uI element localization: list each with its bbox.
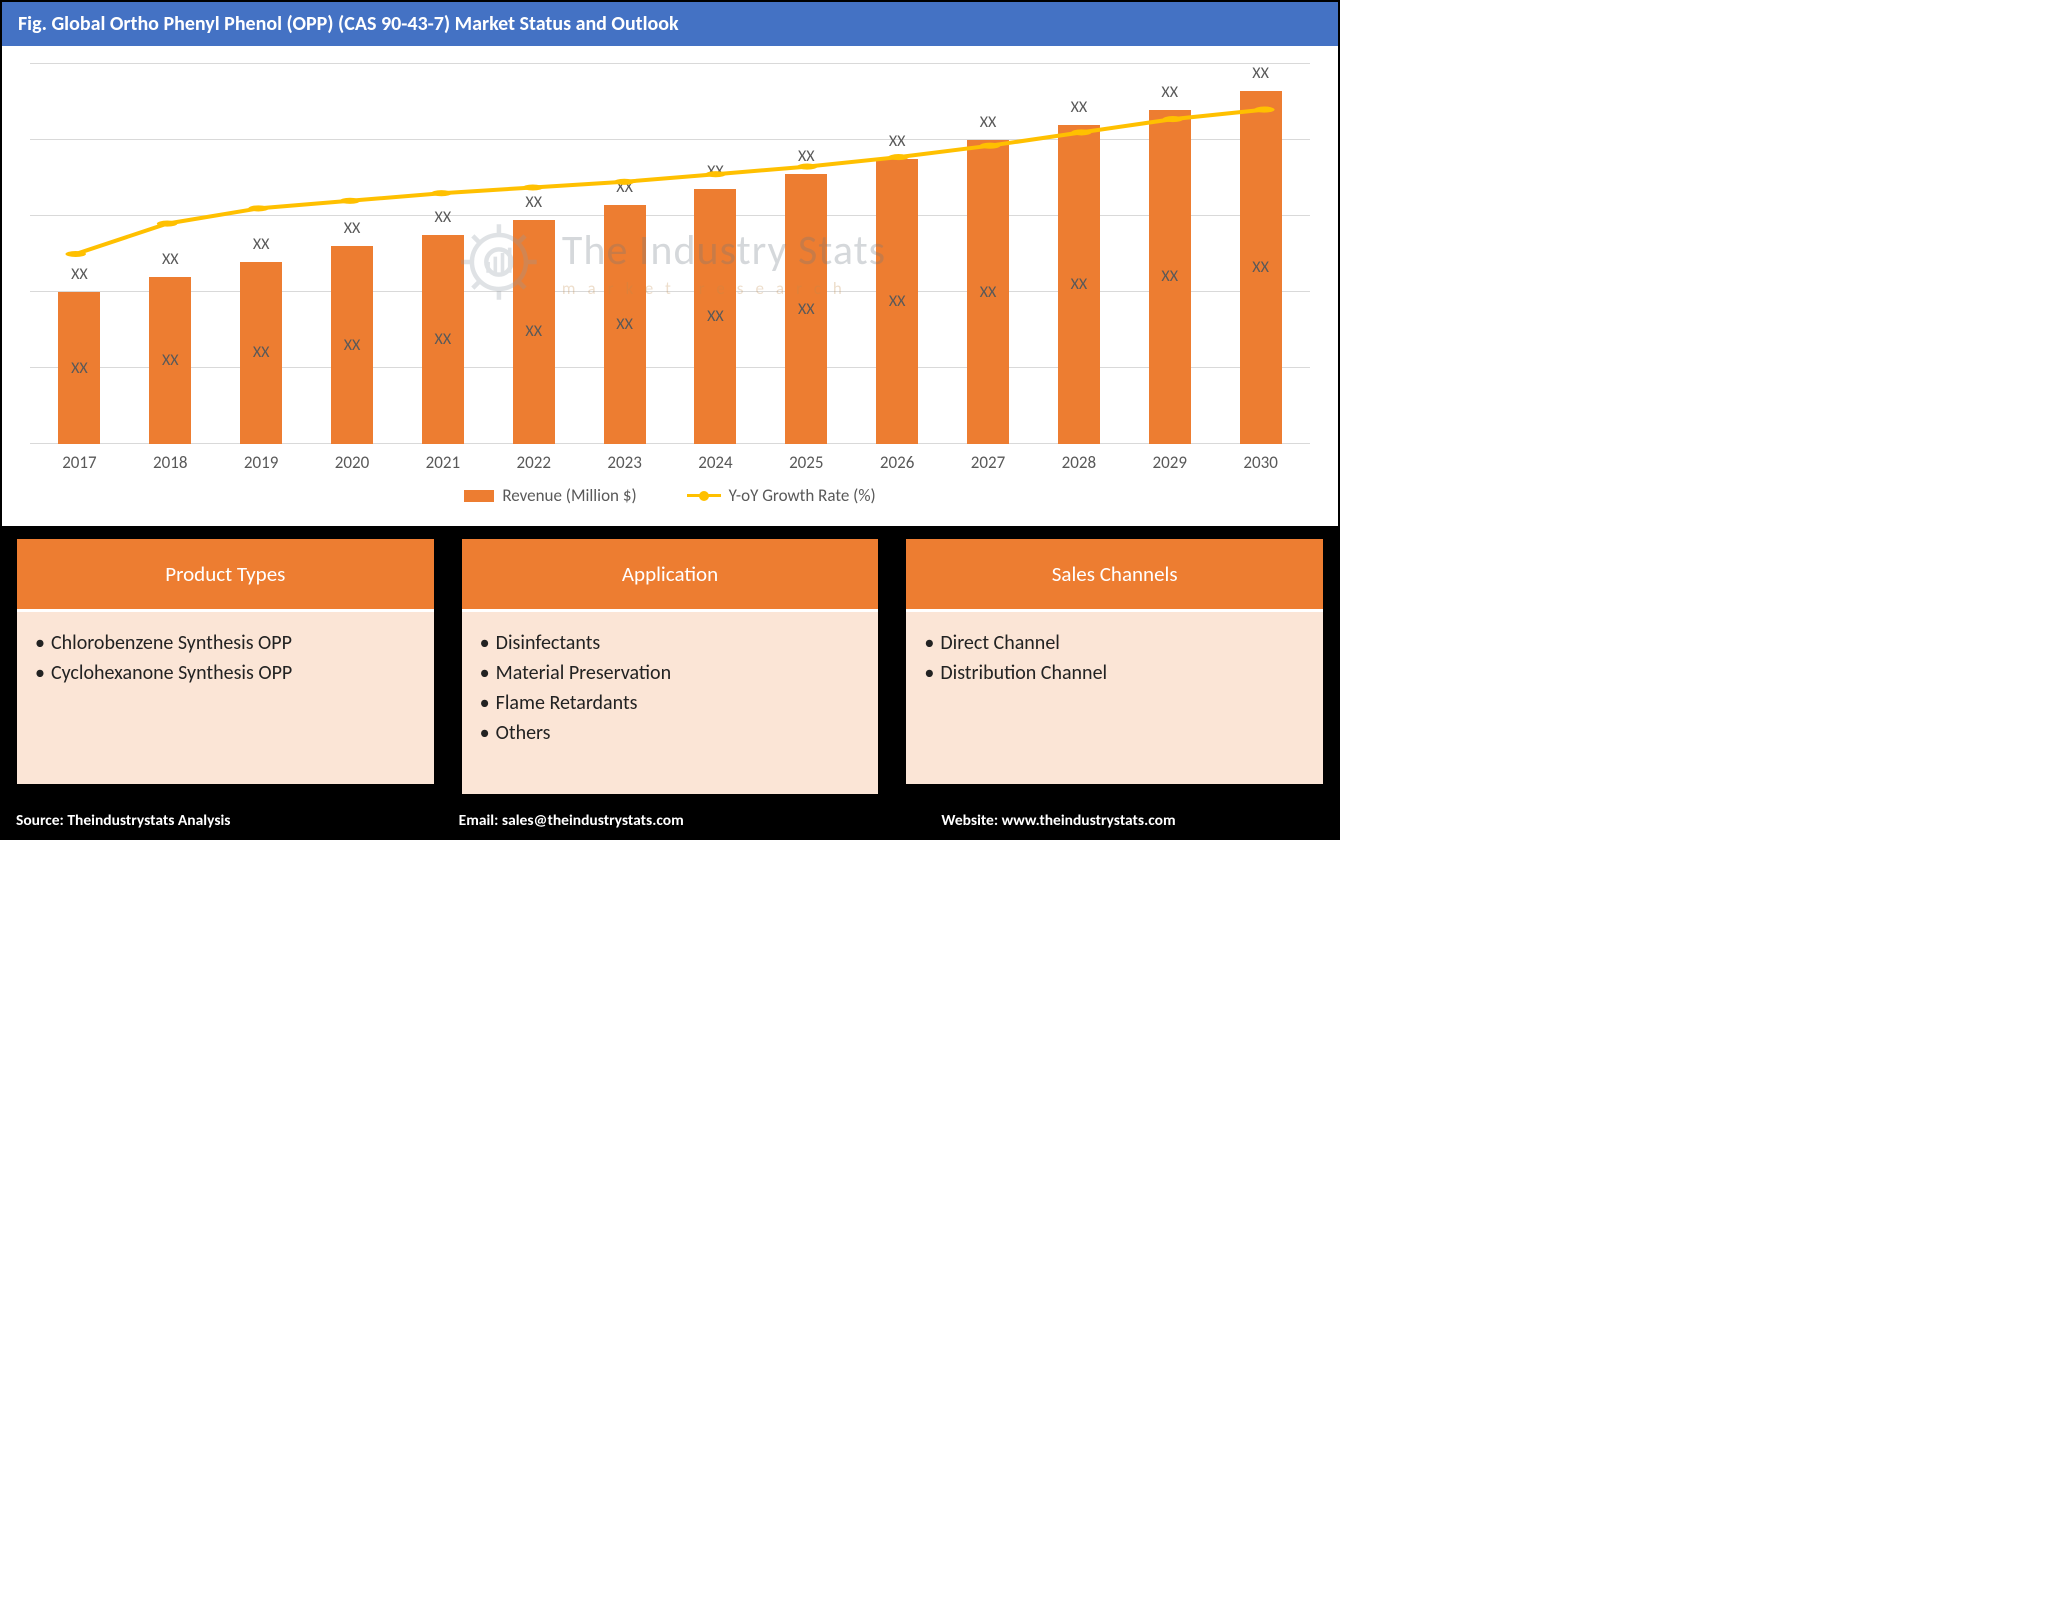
- bar-slot: XX XX: [307, 64, 398, 444]
- x-tick-label: 2018: [125, 452, 216, 473]
- x-tick-label: 2026: [852, 452, 943, 473]
- panel-title: Product Types: [17, 539, 434, 612]
- panel-item: Distribution Channel: [924, 658, 1305, 688]
- x-tick-label: 2029: [1124, 452, 1215, 473]
- revenue-bar: XX: [694, 189, 736, 444]
- x-tick-label: 2019: [216, 452, 307, 473]
- panel-title: Sales Channels: [906, 539, 1323, 612]
- revenue-bar: XX: [58, 292, 100, 444]
- bar-slot: XX XX: [397, 64, 488, 444]
- bars-container: XXXXXXXXXXXXXXXXXXXXXXXXXXXXXXXXXXXXXXXX…: [30, 64, 1310, 444]
- bar-top-label: XX: [616, 178, 633, 197]
- bar-slot: XX XX: [579, 64, 670, 444]
- x-tick-label: 2022: [488, 452, 579, 473]
- chart-legend: Revenue (Million $) Y-oY Growth Rate (%): [30, 473, 1310, 520]
- panel-item: Material Preservation: [480, 658, 861, 688]
- chart-plot: XXXXXXXXXXXXXXXXXXXXXXXXXXXXXXXXXXXXXXXX…: [30, 64, 1310, 444]
- revenue-bar: XX: [1149, 110, 1191, 444]
- panel-item: Disinfectants: [480, 628, 861, 658]
- bar-slot: XX XX: [488, 64, 579, 444]
- bar-top-label: XX: [525, 193, 542, 212]
- bar-top-label: XX: [1252, 64, 1269, 83]
- info-panel: ApplicationDisinfectantsMaterial Preserv…: [461, 538, 880, 795]
- panel-body: DisinfectantsMaterial PreservationFlame …: [462, 612, 879, 794]
- bar-top-label: XX: [1161, 83, 1178, 102]
- bar-top-label: XX: [71, 265, 88, 284]
- legend-growth-label: Y-oY Growth Rate (%): [729, 485, 876, 506]
- info-panel: Product TypesChlorobenzene Synthesis OPP…: [16, 538, 435, 795]
- footer-website: Website: www.theindustrystats.com: [841, 811, 1324, 830]
- panel-item: Others: [480, 718, 861, 748]
- bar-top-label: XX: [1071, 98, 1088, 117]
- bar-top-label: XX: [162, 250, 179, 269]
- info-panel: Sales ChannelsDirect ChannelDistribution…: [905, 538, 1324, 795]
- revenue-bar: XX: [785, 174, 827, 444]
- revenue-bar: XX: [422, 235, 464, 444]
- bar-slot: XX XX: [1033, 64, 1124, 444]
- bar-slot: XX XX: [670, 64, 761, 444]
- bar-top-label: XX: [707, 162, 724, 181]
- bar-top-label: XX: [253, 235, 270, 254]
- legend-revenue-label: Revenue (Million $): [502, 485, 636, 506]
- revenue-bar: XX: [513, 220, 555, 444]
- x-tick-label: 2020: [307, 452, 398, 473]
- revenue-bar: XX: [967, 140, 1009, 444]
- bar-top-label: XX: [889, 132, 906, 151]
- revenue-bar: XX: [149, 277, 191, 444]
- bar-top-label: XX: [435, 208, 452, 227]
- panels-row: Product TypesChlorobenzene Synthesis OPP…: [2, 526, 1338, 805]
- figure-title: Fig. Global Ortho Phenyl Phenol (OPP) (C…: [18, 12, 679, 36]
- footer-email: Email: sales@theindustrystats.com: [399, 811, 842, 830]
- bar-slot: XX XX: [943, 64, 1034, 444]
- bar-swatch-icon: [464, 490, 494, 502]
- revenue-bar: XX: [1240, 91, 1282, 444]
- revenue-bar: XX: [240, 262, 282, 444]
- x-tick-label: 2028: [1033, 452, 1124, 473]
- x-axis: 2017201820192020202120222023202420252026…: [30, 444, 1310, 473]
- figure-title-bar: Fig. Global Ortho Phenyl Phenol (OPP) (C…: [2, 2, 1338, 46]
- bar-slot: XX XX: [1215, 64, 1306, 444]
- bar-slot: XX XX: [34, 64, 125, 444]
- revenue-bar: XX: [876, 159, 918, 444]
- x-tick-label: 2024: [670, 452, 761, 473]
- panel-item: Flame Retardants: [480, 688, 861, 718]
- bar-slot: XX XX: [761, 64, 852, 444]
- x-tick-label: 2030: [1215, 452, 1306, 473]
- footer-source: Source: Theindustrystats Analysis: [16, 811, 399, 830]
- bar-top-label: XX: [980, 113, 997, 132]
- footer-bar: Source: Theindustrystats Analysis Email:…: [2, 805, 1338, 838]
- revenue-bar: XX: [1058, 125, 1100, 444]
- panel-item: Chlorobenzene Synthesis OPP: [35, 628, 416, 658]
- x-tick-label: 2027: [943, 452, 1034, 473]
- bar-slot: XX XX: [125, 64, 216, 444]
- x-tick-label: 2025: [761, 452, 852, 473]
- x-tick-label: 2021: [397, 452, 488, 473]
- x-tick-label: 2023: [579, 452, 670, 473]
- legend-revenue: Revenue (Million $): [464, 485, 636, 506]
- panel-body: Direct ChannelDistribution Channel: [906, 612, 1323, 784]
- revenue-bar: XX: [331, 246, 373, 444]
- legend-growth: Y-oY Growth Rate (%): [687, 485, 876, 506]
- panel-body: Chlorobenzene Synthesis OPPCyclohexanone…: [17, 612, 434, 784]
- panel-item: Direct Channel: [924, 628, 1305, 658]
- bar-slot: XX XX: [852, 64, 943, 444]
- chart-area: XXXXXXXXXXXXXXXXXXXXXXXXXXXXXXXXXXXXXXXX…: [2, 46, 1338, 526]
- bar-slot: XX XX: [1124, 64, 1215, 444]
- line-swatch-icon: [687, 494, 721, 497]
- revenue-bar: XX: [604, 205, 646, 444]
- panel-title: Application: [462, 539, 879, 612]
- bar-top-label: XX: [798, 147, 815, 166]
- bar-slot: XX XX: [216, 64, 307, 444]
- bar-top-label: XX: [344, 219, 361, 238]
- x-tick-label: 2017: [34, 452, 125, 473]
- panel-item: Cyclohexanone Synthesis OPP: [35, 658, 416, 688]
